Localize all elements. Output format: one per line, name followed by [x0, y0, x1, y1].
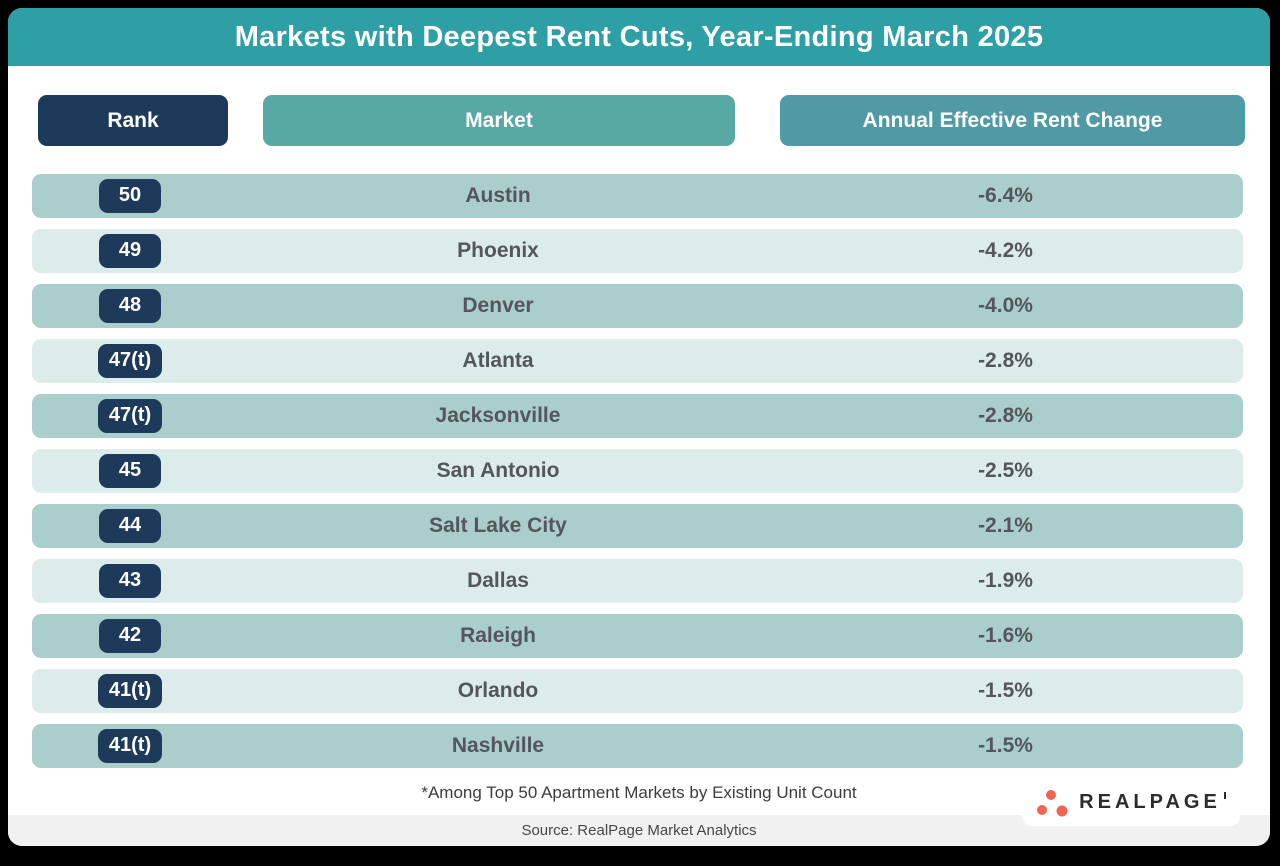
rank-badge: 47(t) — [97, 344, 163, 378]
rank-cell: 42 — [99, 619, 161, 653]
rank-badge: 47(t) — [97, 399, 163, 433]
rank-cell: 50 — [99, 179, 161, 213]
rent-change-value: -1.6% — [978, 624, 1033, 647]
rank-cell: 41(t) — [97, 674, 163, 708]
column-header-rank: Rank — [38, 95, 228, 146]
realpage-logo-text: REALPAGE — [1079, 791, 1221, 813]
rank-badge: 41(t) — [97, 729, 163, 763]
rank-cell: 49 — [99, 234, 161, 268]
realpage-dots-icon — [1037, 789, 1068, 816]
column-header-rent-change-label: Annual Effective Rent Change — [862, 108, 1163, 132]
rank-badge: 43 — [99, 564, 161, 598]
table-row: 43 Dallas -1.9% — [32, 559, 1243, 603]
rank-badge: 45 — [99, 454, 161, 488]
rank-badge: 50 — [99, 179, 161, 213]
table-row: 47(t) Jacksonville -2.8% — [32, 394, 1243, 438]
market-name: Raleigh — [460, 624, 536, 647]
rent-change-value: -2.8% — [978, 404, 1033, 427]
market-name: Denver — [462, 294, 534, 317]
rank-badge: 42 — [99, 619, 161, 653]
infographic-card: Markets with Deepest Rent Cuts, Year-End… — [8, 8, 1270, 846]
table-row: 42 Raleigh -1.6% — [32, 614, 1243, 658]
rent-change-value: -2.8% — [978, 349, 1033, 372]
table-row: 48 Denver -4.0% — [32, 284, 1243, 328]
market-name: Jacksonville — [435, 404, 561, 427]
market-name: Orlando — [457, 679, 539, 702]
table-row: 45 San Antonio -2.5% — [32, 449, 1243, 493]
market-name: Dallas — [467, 569, 529, 592]
realpage-logo: REALPAGE — [1022, 779, 1240, 826]
market-name: Atlanta — [462, 349, 534, 372]
table-row: 41(t) Orlando -1.5% — [32, 669, 1243, 713]
source-text: Source: RealPage Market Analytics — [521, 822, 757, 839]
rent-change-value: -4.0% — [978, 294, 1033, 317]
market-name: Nashville — [451, 734, 545, 757]
column-header-rent-change: Annual Effective Rent Change — [780, 95, 1245, 146]
table-body: 50 Austin -6.4% 49 Phoenix -4.2% 48 Denv… — [32, 174, 1243, 768]
rank-cell: 45 — [99, 454, 161, 488]
rank-cell: 44 — [99, 509, 161, 543]
rent-change-value: -1.5% — [978, 679, 1033, 702]
market-name: Phoenix — [457, 239, 539, 262]
market-name: Austin — [465, 184, 531, 207]
column-headers: Rank Market Annual Effective Rent Change — [8, 95, 1270, 146]
rent-change-value: -1.5% — [978, 734, 1033, 757]
rank-badge: 44 — [99, 509, 161, 543]
table-row: 41(t) Nashville -1.5% — [32, 724, 1243, 768]
rank-badge: 49 — [99, 234, 161, 268]
rent-change-value: -1.9% — [978, 569, 1033, 592]
column-header-rank-label: Rank — [107, 108, 159, 132]
rent-change-value: -4.2% — [978, 239, 1033, 262]
table-row: 50 Austin -6.4% — [32, 174, 1243, 218]
rent-change-value: -2.5% — [978, 459, 1033, 482]
market-name: Salt Lake City — [429, 514, 567, 537]
rank-badge: 41(t) — [97, 674, 163, 708]
rent-change-value: -2.1% — [978, 514, 1033, 537]
title-band: Markets with Deepest Rent Cuts, Year-End… — [8, 8, 1270, 66]
rank-cell: 48 — [99, 289, 161, 323]
table-row: 44 Salt Lake City -2.1% — [32, 504, 1243, 548]
column-header-market-label: Market — [465, 108, 533, 132]
rank-badge: 48 — [99, 289, 161, 323]
trademark-mark-icon — [1223, 792, 1226, 799]
footnote: *Among Top 50 Apartment Markets by Exist… — [421, 783, 857, 802]
rank-cell: 43 — [99, 564, 161, 598]
page-title: Markets with Deepest Rent Cuts, Year-End… — [234, 20, 1044, 53]
rank-cell: 47(t) — [97, 399, 163, 433]
rank-cell: 47(t) — [97, 344, 163, 378]
rent-change-value: -6.4% — [978, 184, 1033, 207]
market-name: San Antonio — [436, 459, 560, 482]
rank-cell: 41(t) — [97, 729, 163, 763]
table-row: 49 Phoenix -4.2% — [32, 229, 1243, 273]
column-header-market: Market — [263, 95, 735, 146]
table-row: 47(t) Atlanta -2.8% — [32, 339, 1243, 383]
